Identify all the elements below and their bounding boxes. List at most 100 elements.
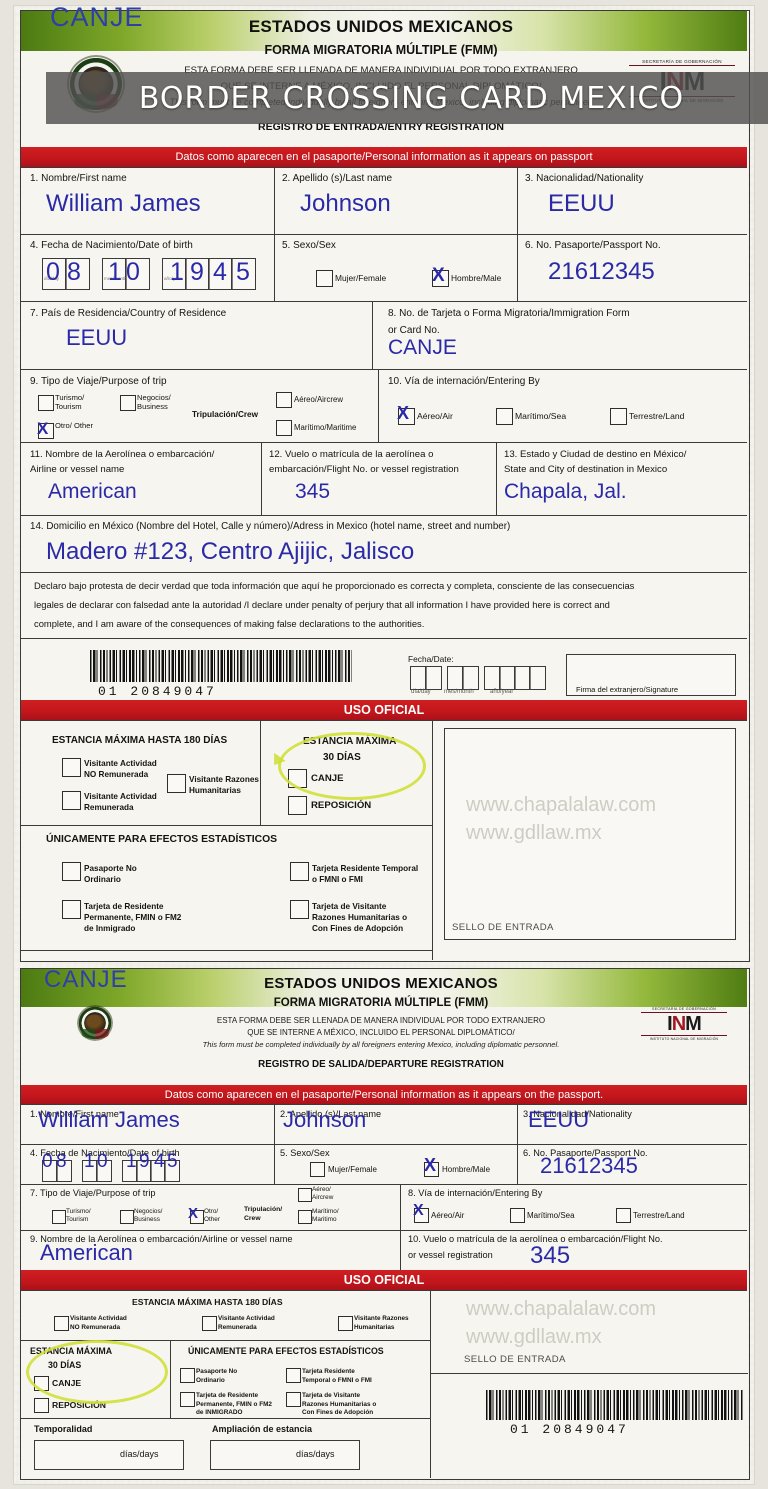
- purpose-other-checkbox[interactable]: [38, 423, 54, 439]
- field-12-value[interactable]: 345: [295, 480, 331, 503]
- purpose-other-label: Otro/ Other: [55, 421, 93, 430]
- signature-box[interactable]: [566, 654, 736, 696]
- exit-entering-land-checkbox[interactable]: [616, 1208, 631, 1223]
- exit-field-10-value[interactable]: 345: [530, 1242, 571, 1269]
- temporalidad-box[interactable]: [34, 1440, 184, 1470]
- exit-stats-temporary-checkbox[interactable]: [286, 1368, 301, 1383]
- exit-field-3-value[interactable]: EEUU: [528, 1107, 590, 1132]
- ampliacion-box[interactable]: [210, 1440, 360, 1470]
- dob-day-caption: día/day: [44, 276, 60, 281]
- exit-field-7-label: 7. Tipo de Viaje/Purpose of trip: [30, 1188, 156, 1198]
- field-11-label-line2: Airline or vessel name: [30, 464, 125, 475]
- exit-field-3-label: 3. Nacionalidad/Nationality: [523, 1109, 632, 1119]
- exit-stats-passport-checkbox[interactable]: [180, 1368, 195, 1383]
- dob-month-box-1[interactable]: [102, 258, 127, 290]
- exit-dob-month-box-2[interactable]: [96, 1160, 112, 1182]
- field-1-value[interactable]: William James: [46, 190, 201, 217]
- exit-purpose-maritime-checkbox[interactable]: [298, 1210, 312, 1224]
- date-year-box-1[interactable]: [484, 666, 501, 690]
- date-year-box-2[interactable]: [499, 666, 516, 690]
- exit-purpose-tourism-checkbox[interactable]: [52, 1210, 66, 1224]
- date-year-box-3[interactable]: [514, 666, 531, 690]
- exit-opt-180-paid-checkbox[interactable]: [202, 1316, 217, 1331]
- exit-sex-female-checkbox[interactable]: [310, 1162, 325, 1177]
- dob-year-box-2[interactable]: [185, 258, 210, 290]
- date-month-box-1[interactable]: [447, 666, 464, 690]
- exit-purpose-aircrew-label: Aéreo/ Aircrew: [312, 1186, 334, 1202]
- dob-day-box-2[interactable]: [65, 258, 90, 290]
- dob-year-box-4[interactable]: [231, 258, 256, 290]
- entry-personal-info-banner: Datos como aparecen en el pasaporte/Pers…: [21, 147, 747, 167]
- date-day-box-2[interactable]: [425, 666, 442, 690]
- exit-purpose-other-checkbox[interactable]: [190, 1210, 204, 1224]
- exit-dob-day-box-1[interactable]: [42, 1160, 58, 1182]
- exit-dob-month-box-1[interactable]: [82, 1160, 98, 1182]
- title-overlay-banner: BORDER CROSSING CARD MEXICO: [46, 72, 768, 124]
- exit-field-4-label: 4. Fecha de Nacimiento/Date of birth: [30, 1148, 180, 1158]
- exit-sex-male-check-mark: X: [424, 1155, 437, 1175]
- sex-female-checkbox[interactable]: [316, 270, 333, 287]
- field-3-value[interactable]: EEUU: [548, 190, 615, 217]
- exit-purpose-aircrew-checkbox[interactable]: [298, 1188, 312, 1202]
- sex-male-checkbox[interactable]: [432, 270, 449, 287]
- opt-180-humanitarian-checkbox[interactable]: [167, 774, 186, 793]
- field-8-value[interactable]: CANJE: [388, 336, 457, 359]
- dob-month-box-2[interactable]: [125, 258, 150, 290]
- purpose-business-checkbox[interactable]: [120, 395, 136, 411]
- stats-humanitarian-checkbox[interactable]: [290, 900, 309, 919]
- entering-land-checkbox[interactable]: [610, 408, 627, 425]
- entry-barcode-number: 01 20849047: [98, 684, 217, 699]
- exit-field-9-value[interactable]: American: [40, 1240, 133, 1265]
- exit-field-2-value[interactable]: Johnson: [283, 1107, 367, 1132]
- stats-passport-checkbox[interactable]: [62, 862, 81, 881]
- date-month-box-2[interactable]: [462, 666, 479, 690]
- dob-year-box-1[interactable]: [162, 258, 187, 290]
- purpose-maritime-checkbox[interactable]: [276, 420, 292, 436]
- exit-opt-30-reposicion-checkbox[interactable]: [34, 1398, 49, 1413]
- exit-field-1-label: 1. Nombre/First name: [30, 1109, 119, 1119]
- exit-dob-year-box-3[interactable]: [150, 1160, 166, 1182]
- date-year-caption: año/year: [490, 689, 514, 695]
- opt-180-paid-checkbox[interactable]: [62, 791, 81, 810]
- exit-stats-humanitarian-checkbox[interactable]: [286, 1392, 301, 1407]
- field-4-label: 4. Fecha de Nacimiento/Date of birth: [30, 240, 193, 251]
- opt-180-unpaid-checkbox[interactable]: [62, 758, 81, 777]
- stats-permanent-checkbox[interactable]: [62, 900, 81, 919]
- field-14-value[interactable]: Madero #123, Centro Ajijic, Jalisco: [46, 538, 415, 565]
- field-11-value[interactable]: American: [48, 480, 137, 503]
- exit-entering-sea-checkbox[interactable]: [510, 1208, 525, 1223]
- temporalidad-unit: días/days: [120, 1449, 159, 1459]
- dob-day-box-1[interactable]: [42, 258, 67, 290]
- purpose-tourism-checkbox[interactable]: [38, 395, 54, 411]
- field-7-value[interactable]: EEUU: [66, 325, 128, 350]
- opt-30-reposicion-checkbox[interactable]: [288, 796, 307, 815]
- exit-purpose-business-checkbox[interactable]: [120, 1210, 134, 1224]
- exit-entering-air-checkbox[interactable]: [414, 1208, 429, 1223]
- entry-stamp-box[interactable]: [444, 728, 736, 940]
- stats-temporary-checkbox[interactable]: [290, 862, 309, 881]
- exit-field-1-value[interactable]: William James: [38, 1107, 180, 1132]
- dob-year-box-3[interactable]: [208, 258, 233, 290]
- field-6-value[interactable]: 21612345: [548, 258, 655, 285]
- exit-field-6-value[interactable]: 21612345: [540, 1153, 638, 1178]
- exit-dob-day-box-2[interactable]: [56, 1160, 72, 1182]
- opt-180-unpaid-label: Visitante Actividad NO Remunerada: [84, 759, 157, 780]
- exit-instruction-line3: This form must be completed individually…: [202, 1040, 560, 1049]
- entering-air-checkbox[interactable]: [398, 408, 415, 425]
- exit-sex-male-checkbox[interactable]: [424, 1162, 439, 1177]
- exit-dob-year-box-2[interactable]: [136, 1160, 152, 1182]
- entry-form: ESTADOS UNIDOS MEXICANOS FORMA MIGRATORI…: [20, 2, 750, 962]
- exit-personal-info-banner-text: Datos como aparecen en el pasaporte/Pers…: [164, 1088, 604, 1101]
- exit-stats-permanent-checkbox[interactable]: [180, 1392, 195, 1407]
- field-13-value[interactable]: Chapala, Jal.: [504, 480, 627, 503]
- exit-dob-year-box-1[interactable]: [122, 1160, 138, 1182]
- entry-watermark-1: www.chapalalaw.com: [466, 794, 657, 816]
- exit-opt-180-unpaid-checkbox[interactable]: [54, 1316, 69, 1331]
- date-day-box-1[interactable]: [410, 666, 427, 690]
- exit-opt-180-humanitarian-checkbox[interactable]: [338, 1316, 353, 1331]
- entering-sea-checkbox[interactable]: [496, 408, 513, 425]
- field-2-value[interactable]: Johnson: [300, 190, 391, 217]
- purpose-aircrew-checkbox[interactable]: [276, 392, 292, 408]
- exit-dob-year-box-4[interactable]: [164, 1160, 180, 1182]
- date-year-box-4[interactable]: [529, 666, 546, 690]
